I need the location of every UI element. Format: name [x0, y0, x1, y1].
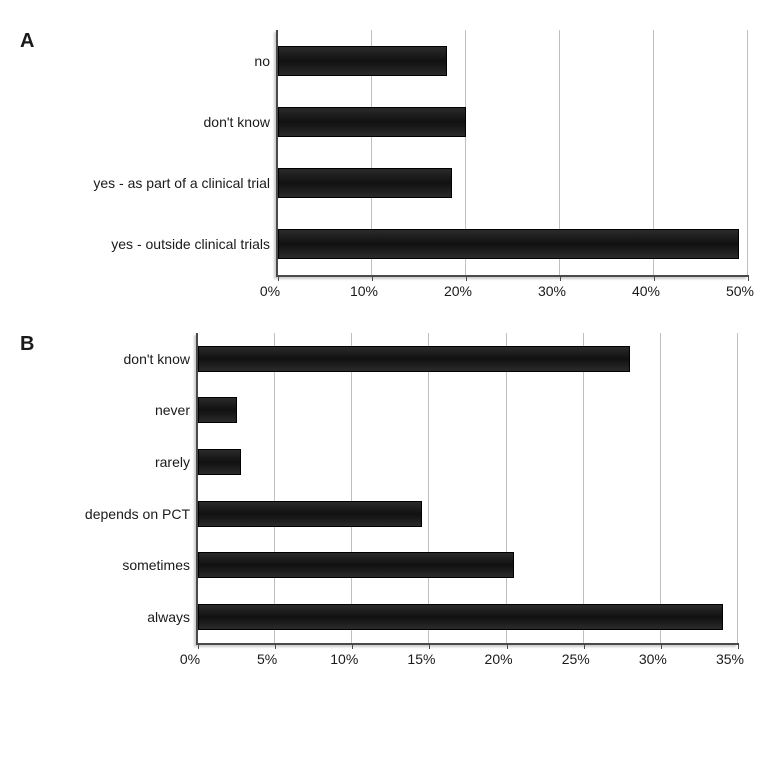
xtick-label: 35% [716, 651, 744, 667]
xtick-label: 0% [180, 651, 200, 667]
category-label: rarely [155, 449, 190, 475]
bar [198, 604, 723, 630]
xtick-label: 5% [257, 651, 277, 667]
panel-b: B don't know never rarely depends on PCT som… [20, 333, 751, 671]
xtick-label: 10% [350, 283, 378, 299]
category-label: sometimes [122, 552, 190, 578]
xtick-label: 30% [538, 283, 566, 299]
xtick-label: 20% [444, 283, 472, 299]
chart-b-plot [196, 333, 738, 645]
xtick-label: 50% [726, 283, 754, 299]
category-label: yes - as part of a clinical trial [93, 168, 270, 198]
chart-a-ylabels: no don't know yes - as part of a clinical … [50, 30, 276, 275]
bar [198, 552, 514, 578]
category-label: depends on PCT [85, 501, 190, 527]
chart-b: don't know never rarely depends on PCT somet… [50, 333, 751, 671]
xtick-label: 30% [639, 651, 667, 667]
bar [278, 229, 739, 259]
chart-b-xaxis: 0%5%10%15%20%25%30%35% [190, 651, 760, 671]
bar [278, 107, 466, 137]
category-label: don't know [124, 346, 191, 372]
panel-a: A no don't know yes - as part of a clinica… [20, 30, 751, 303]
xtick-label: 10% [330, 651, 358, 667]
bar [198, 346, 630, 372]
xtick-label: 25% [562, 651, 590, 667]
bar [198, 501, 422, 527]
category-label: don't know [204, 107, 271, 137]
category-label: no [254, 46, 270, 76]
xtick-label: 20% [485, 651, 513, 667]
category-label: always [147, 604, 190, 630]
xtick-label: 15% [407, 651, 435, 667]
chart-a: no don't know yes - as part of a clinical … [50, 30, 751, 303]
panel-b-label: B [20, 333, 34, 356]
category-label: yes - outside clinical trials [111, 229, 270, 259]
chart-a-xaxis: 0%10%20%30%40%50% [270, 283, 770, 303]
chart-b-bars [198, 333, 738, 643]
chart-a-bars [278, 30, 748, 275]
bar [198, 449, 241, 475]
xtick-label: 40% [632, 283, 660, 299]
panel-a-label: A [20, 30, 34, 53]
category-label: never [155, 397, 190, 423]
bar [278, 46, 447, 76]
chart-a-plot [276, 30, 748, 277]
bar [198, 397, 237, 423]
xtick-label: 0% [260, 283, 280, 299]
bar [278, 168, 452, 198]
chart-b-ylabels: don't know never rarely depends on PCT somet… [50, 333, 196, 643]
